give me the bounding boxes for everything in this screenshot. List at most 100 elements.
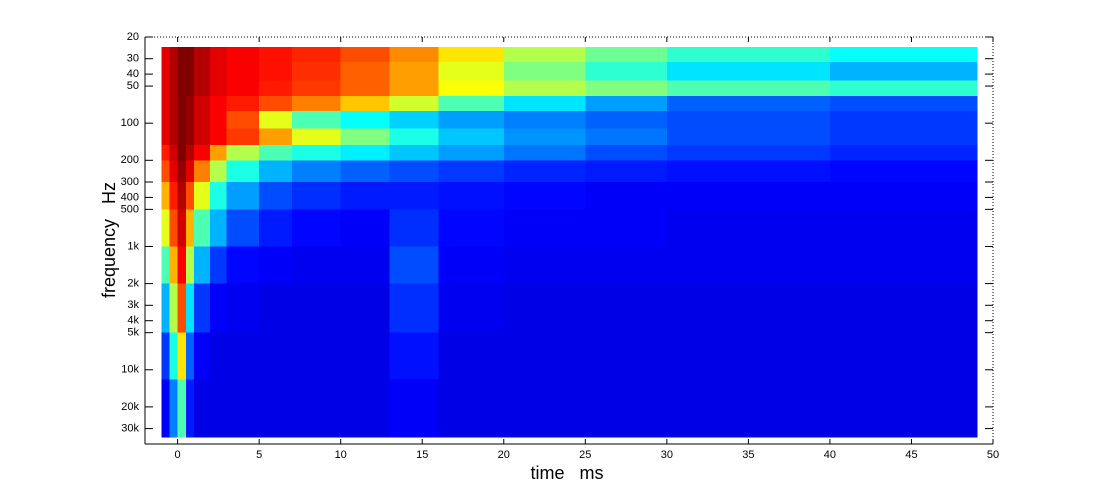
heat-cell <box>291 80 342 97</box>
heat-cell <box>161 46 171 63</box>
heat-cell <box>389 160 440 183</box>
heat-cell <box>585 283 668 334</box>
y-tick-label: 20 <box>127 31 139 43</box>
x-tick-label: 15 <box>416 449 428 461</box>
heat-cell <box>829 62 978 82</box>
heat-cell <box>169 379 179 438</box>
heat-cell <box>169 128 179 146</box>
heat-cell <box>340 379 391 438</box>
heat-cell <box>226 80 260 97</box>
heat-cell <box>177 128 187 146</box>
heat-cell <box>259 144 293 161</box>
heat-cell <box>389 283 440 334</box>
heat-cell <box>185 246 195 285</box>
heat-cell <box>193 46 211 63</box>
heat-cell <box>185 182 195 210</box>
heat-cell <box>585 182 668 210</box>
heat-cell <box>259 332 293 381</box>
heat-cell <box>193 379 211 438</box>
heat-cell <box>193 283 211 334</box>
heat-cell <box>503 128 586 146</box>
heat-cell <box>185 128 195 146</box>
heat-cell <box>169 160 179 183</box>
heat-cell <box>177 209 187 248</box>
heat-cell <box>438 144 505 161</box>
x-axis-title: time ms <box>530 463 603 483</box>
heat-cell <box>829 182 978 210</box>
y-tick-label: 400 <box>121 191 139 203</box>
heat-cell <box>210 80 228 97</box>
heat-cell <box>259 111 293 129</box>
heat-cell <box>585 379 668 438</box>
y-tick-label: 500 <box>121 203 139 215</box>
heat-cell <box>503 46 586 63</box>
x-tick-label: 40 <box>824 449 836 461</box>
heat-cell <box>438 62 505 82</box>
heat-cell <box>210 144 228 161</box>
heat-cell <box>169 209 179 248</box>
heat-cell <box>503 80 586 97</box>
heat-cell <box>210 379 228 438</box>
heat-cell <box>177 332 187 381</box>
heat-cell <box>438 128 505 146</box>
heat-cell <box>291 111 342 129</box>
heat-cell <box>169 80 179 97</box>
heat-cell <box>291 332 342 381</box>
heat-cell <box>666 379 831 438</box>
heat-cell <box>185 379 195 438</box>
heat-cell <box>389 379 440 438</box>
heat-cell <box>389 144 440 161</box>
heat-cell <box>291 95 342 112</box>
heat-cell <box>169 111 179 129</box>
heat-cell <box>340 95 391 112</box>
heat-cell <box>161 379 171 438</box>
heat-cell <box>340 80 391 97</box>
heat-cell <box>161 160 171 183</box>
heat-cell <box>193 332 211 381</box>
heat-cell <box>829 80 978 97</box>
heat-cell <box>666 209 831 248</box>
heat-cell <box>340 160 391 183</box>
heat-cell <box>169 332 179 381</box>
heat-cell <box>503 246 586 285</box>
y-tick-label: 50 <box>127 80 139 92</box>
y-tick-label: 1k <box>127 240 139 252</box>
heat-cell <box>503 144 586 161</box>
axes: 0 5 10 15 20 25 30 35 40 45 5020304050100200300400… <box>121 31 999 461</box>
heat-cell <box>291 62 342 82</box>
y-tick-label: 200 <box>121 154 139 166</box>
heat-cell <box>177 80 187 97</box>
heat-cell <box>666 246 831 285</box>
heat-cell <box>585 246 668 285</box>
heat-cell <box>585 332 668 381</box>
heat-cell <box>438 332 505 381</box>
heat-cell <box>193 182 211 210</box>
heat-cell <box>585 95 668 112</box>
heat-cell <box>829 160 978 183</box>
heat-cell <box>177 379 187 438</box>
heat-cell <box>389 111 440 129</box>
heat-cell <box>226 95 260 112</box>
heat-cell <box>185 144 195 161</box>
heat-cell <box>210 62 228 82</box>
heat-cell <box>210 283 228 334</box>
heat-cell <box>503 379 586 438</box>
heat-cell <box>259 283 293 334</box>
heat-cell <box>829 128 978 146</box>
heat-cell <box>829 111 978 129</box>
heat-cell <box>259 160 293 183</box>
heat-cell <box>585 80 668 97</box>
heat-cell <box>291 379 342 438</box>
heat-cell <box>161 111 171 129</box>
heat-cell <box>185 46 195 63</box>
heat-cell <box>169 144 179 161</box>
heat-cell <box>666 80 831 97</box>
x-tick-label: 10 <box>335 449 347 461</box>
heat-cell <box>438 182 505 210</box>
heat-cell <box>226 283 260 334</box>
y-axis-title: frequency Hz <box>99 182 119 298</box>
heat-cell <box>585 46 668 63</box>
heat-cell <box>340 128 391 146</box>
heat-cell <box>259 46 293 63</box>
heat-cell <box>340 283 391 334</box>
